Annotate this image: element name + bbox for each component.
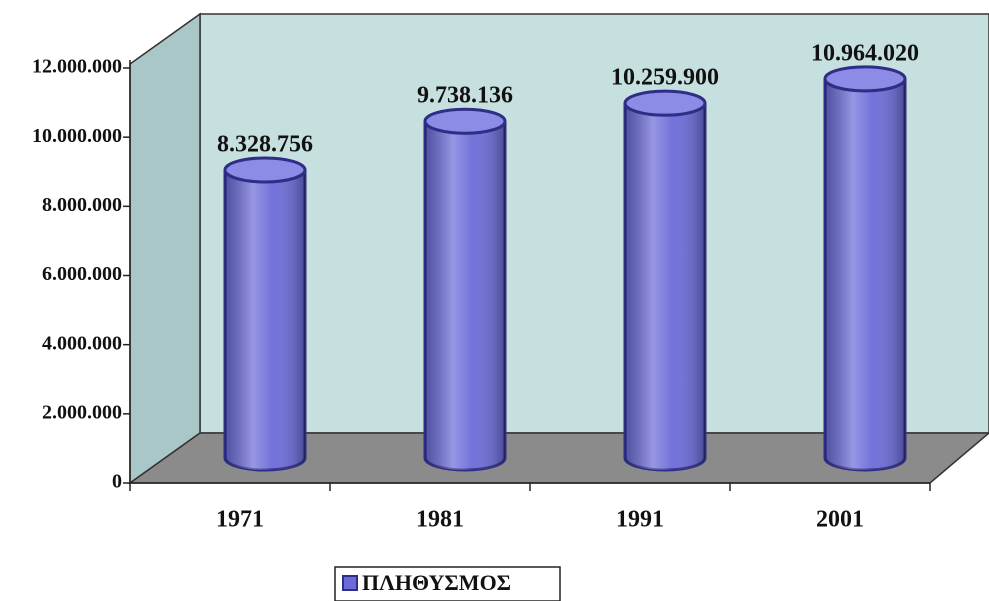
y-tick-label: 4.000.000	[42, 332, 122, 354]
data-label: 8.328.756	[217, 131, 313, 157]
bar-shine	[225, 169, 305, 470]
bar-shine	[625, 103, 705, 470]
y-tick-label: 6.000.000	[42, 263, 122, 285]
x-tick-label: 2001	[816, 507, 864, 533]
bar-top	[823, 65, 907, 93]
bar-shine	[425, 121, 505, 471]
y-tick-label: 8.000.000	[42, 194, 122, 216]
legend-box	[334, 566, 561, 601]
bar-top	[223, 156, 307, 184]
x-tick-label: 1971	[216, 507, 264, 533]
y-tick-label: 12.000.000	[32, 56, 122, 78]
x-tick-label: 1981	[416, 507, 464, 533]
bar-top	[623, 89, 707, 117]
x-tick-label: 1991	[616, 507, 664, 533]
y-tick-label: 10.000.000	[32, 125, 122, 147]
y-tick-label: 2.000.000	[42, 401, 122, 423]
side-wall	[129, 12, 201, 485]
bar-shine	[825, 78, 905, 471]
data-label: 9.738.136	[417, 83, 513, 109]
legend: ΠΛΗΘΥΣΜΟΣ	[334, 566, 561, 601]
legend-swatch	[342, 575, 358, 591]
bar-top	[423, 107, 507, 135]
legend-label: ΠΛΗΘΥΣΜΟΣ	[362, 570, 511, 595]
data-label: 10.259.900	[611, 65, 719, 91]
data-label: 10.964.020	[811, 40, 919, 66]
y-tick-label: 0	[112, 471, 122, 493]
